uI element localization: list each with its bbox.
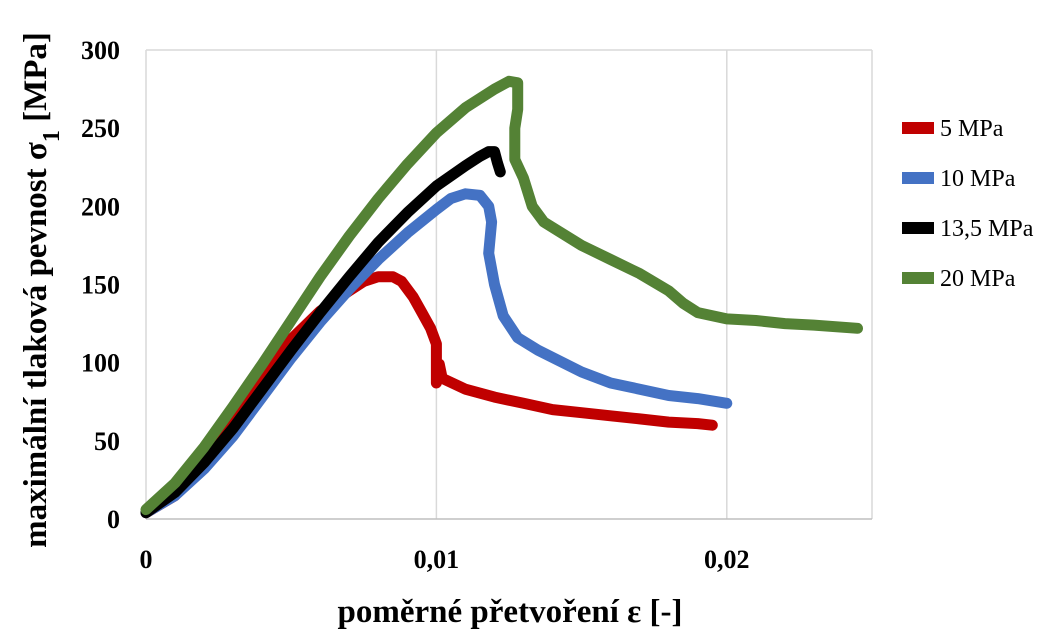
series-line-1 xyxy=(140,271,718,519)
x-axis-title: poměrné přetvoření ε [-] xyxy=(338,594,683,630)
y-tick-label: 100 xyxy=(81,349,120,378)
x-tick-label: 0 xyxy=(140,545,153,574)
legend: 5 MPa 10 MPa 13,5 MPa 20 MPa xyxy=(902,116,1034,292)
y-axis-title-prefix: maximální tlaková pevnost σ xyxy=(18,142,54,548)
grid xyxy=(145,49,873,520)
y-tick-label: 200 xyxy=(81,192,120,221)
legend-swatch-2 xyxy=(902,172,934,184)
y-tick-label: 300 xyxy=(81,36,120,65)
legend-swatch-4 xyxy=(902,272,934,284)
legend-swatch-1 xyxy=(902,122,934,134)
series-line-4 xyxy=(140,75,863,516)
plot-series xyxy=(140,75,863,519)
y-axis-title-subscript: 1 xyxy=(39,130,65,142)
x-tick-label: 0,01 xyxy=(414,545,460,574)
y-tick-label: 150 xyxy=(81,271,120,300)
y-tick-label: 250 xyxy=(81,114,120,143)
y-tick-label: 0 xyxy=(107,505,120,534)
legend-label-4: 20 MPa xyxy=(940,266,1016,292)
x-tick-label: 0,02 xyxy=(704,545,750,574)
legend-swatch-3 xyxy=(902,222,934,234)
legend-label-1: 5 MPa xyxy=(940,116,1004,142)
legend-label-3: 13,5 MPa xyxy=(940,216,1034,242)
series-line-3 xyxy=(140,146,506,519)
y-axis-title: maximální tlaková pevnost σ1 [MPa] xyxy=(18,32,65,548)
y-axis-title-suffix: [MPa] xyxy=(18,32,54,130)
legend-label-2: 10 MPa xyxy=(940,166,1016,192)
y-tick-label: 50 xyxy=(94,427,120,456)
tick-labels: 0 50 100 150 200 250 300 0 0,01 0,02 xyxy=(81,36,750,574)
